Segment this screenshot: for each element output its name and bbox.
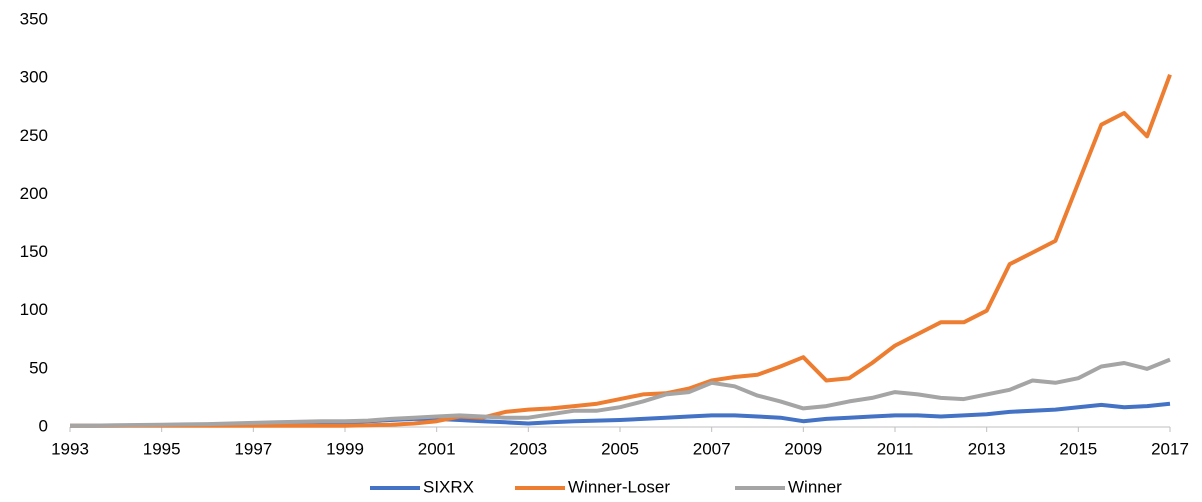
legend-label: Winner — [788, 477, 842, 496]
x-tick-label: 1995 — [143, 439, 181, 458]
y-tick-label: 0 — [39, 416, 48, 435]
legend-label: SIXRX — [423, 477, 474, 496]
series-line — [70, 74, 1172, 428]
y-tick-label: 100 — [20, 300, 48, 319]
y-tick-label: 150 — [20, 242, 48, 261]
legend-label: Winner-Loser — [568, 477, 670, 496]
y-tick-label: 50 — [29, 358, 48, 377]
x-tick-label: 2003 — [509, 439, 547, 458]
x-tick-label: 2017 — [1151, 439, 1189, 458]
x-tick-label: 1997 — [234, 439, 272, 458]
x-tick-label: 2015 — [1059, 439, 1097, 458]
y-tick-label: 300 — [20, 68, 48, 87]
y-tick-label: 200 — [20, 184, 48, 203]
x-tick-label: 2013 — [968, 439, 1006, 458]
x-tick-label: 1993 — [51, 439, 89, 458]
x-tick-label: 2011 — [877, 439, 914, 458]
x-tick-label: 2001 — [418, 439, 456, 458]
x-tick-label: 2007 — [693, 439, 731, 458]
y-tick-label: 250 — [20, 126, 48, 145]
series-line — [69, 357, 1171, 428]
x-tick-label: 1999 — [326, 439, 364, 458]
y-tick-label: 350 — [20, 9, 48, 28]
x-tick-label: 2005 — [601, 439, 639, 458]
x-tick-label: 2009 — [784, 439, 822, 458]
